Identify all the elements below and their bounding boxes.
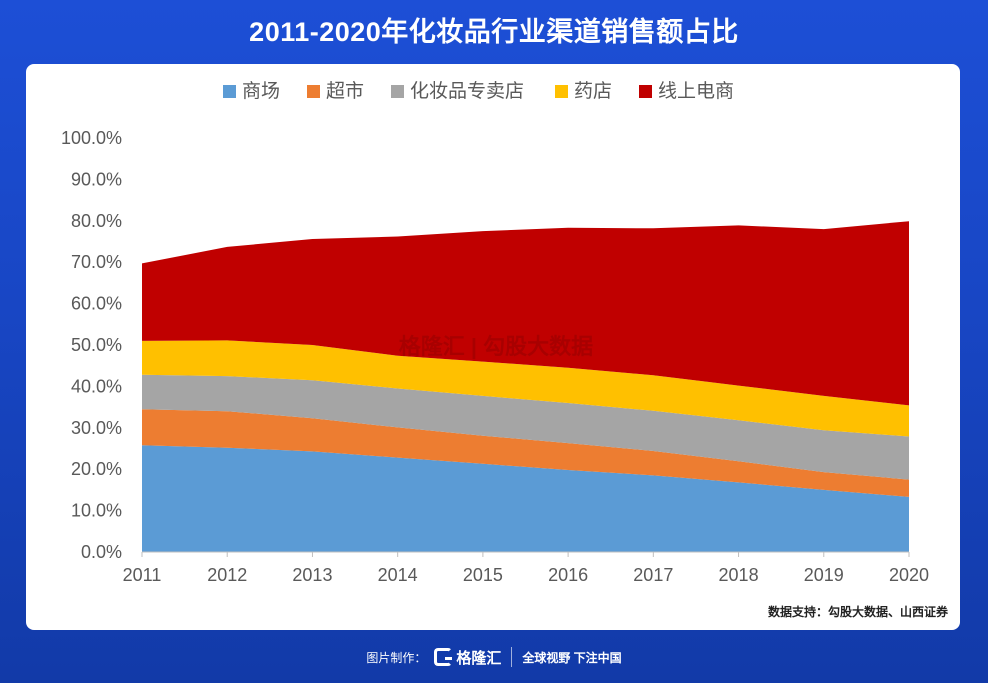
footer-credit: 图片制作： bbox=[366, 650, 427, 665]
legend-swatch-icon bbox=[639, 85, 652, 98]
page-title: 2011-2020年化妆品行业渠道销售额占比 bbox=[249, 17, 739, 47]
y-tick-label: 90.0% bbox=[71, 169, 122, 189]
x-tick-label: 2018 bbox=[719, 565, 759, 585]
y-tick-label: 10.0% bbox=[71, 501, 122, 521]
x-tick-label: 2016 bbox=[548, 565, 588, 585]
area-series-4 bbox=[142, 221, 909, 406]
y-tick-label: 100.0% bbox=[61, 128, 122, 148]
legend-label: 超市 bbox=[326, 80, 364, 102]
chart-card: 2011 2012 2013 2014 2015 2016 2017 2018 2019 2020… bbox=[26, 64, 960, 630]
x-tick-label: 2019 bbox=[804, 565, 844, 585]
y-tick-label: 80.0% bbox=[71, 211, 122, 231]
x-tick-label: 2017 bbox=[633, 565, 673, 585]
y-tick-label: 40.0% bbox=[71, 376, 122, 396]
y-tick-label: 0.0% bbox=[81, 542, 122, 562]
watermark-text: 格隆汇 | 勾股大数据 bbox=[399, 334, 593, 359]
x-tick-label: 2014 bbox=[378, 565, 418, 585]
y-tick-label: 70.0% bbox=[71, 252, 122, 272]
area-series-3 bbox=[142, 340, 909, 437]
footer: 图片制作： 格隆汇 全球视野 下注中国 bbox=[0, 644, 988, 670]
area-series-1 bbox=[142, 409, 909, 497]
legend-swatch-icon bbox=[555, 85, 568, 98]
x-tick-label: 2015 bbox=[463, 565, 503, 585]
footer-slogan: 全球视野 下注中国 bbox=[522, 650, 622, 665]
x-tick-label: 2011 bbox=[123, 565, 162, 585]
footer-brand: 格隆汇 bbox=[456, 649, 502, 667]
y-tick-label: 30.0% bbox=[71, 418, 122, 438]
legend-label: 商场 bbox=[242, 80, 280, 102]
x-tick-label: 2012 bbox=[207, 565, 247, 585]
footer-divider bbox=[511, 647, 513, 667]
legend-label: 药店 bbox=[574, 80, 612, 102]
y-tick-label: 20.0% bbox=[71, 459, 122, 479]
x-tick-label: 2020 bbox=[889, 565, 929, 585]
y-tick-label: 50.0% bbox=[71, 335, 122, 355]
brand-logo-icon bbox=[434, 648, 453, 666]
source-note: 数据支持：勾股大数据、山西证券 bbox=[767, 605, 948, 619]
stacked-area-chart: 2011 2012 2013 2014 2015 2016 2017 2018 2019 2020… bbox=[61, 80, 929, 585]
x-tick-label: 2013 bbox=[292, 565, 332, 585]
legend-swatch-icon bbox=[307, 85, 320, 98]
area-series-0 bbox=[142, 445, 909, 552]
legend-label: 线上电商 bbox=[658, 80, 734, 102]
legend-swatch-icon bbox=[391, 85, 404, 98]
y-tick-label: 60.0% bbox=[71, 294, 122, 314]
legend-label: 化妆品专卖店 bbox=[410, 80, 524, 102]
legend-swatch-icon bbox=[223, 85, 236, 98]
area-series-2 bbox=[142, 374, 909, 480]
